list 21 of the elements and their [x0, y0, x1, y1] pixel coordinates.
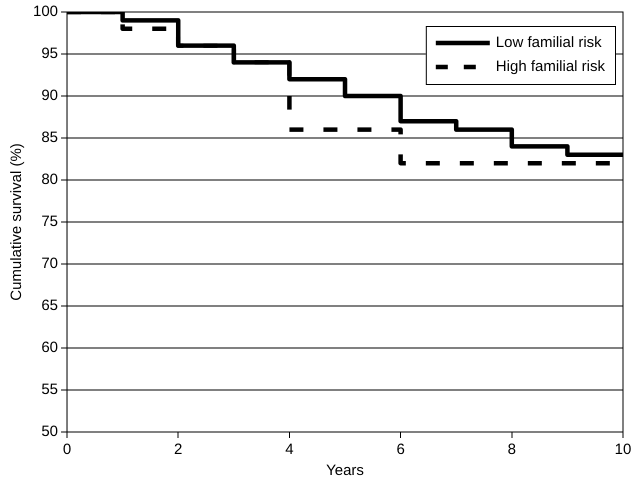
y-tick-label: 100: [32, 3, 58, 20]
legend-label: High familial risk: [496, 58, 606, 76]
y-tick-label: 90: [41, 87, 58, 104]
x-tick-label: 6: [396, 441, 405, 458]
y-tick-label: 55: [41, 381, 58, 398]
y-tick-label: 60: [41, 339, 58, 356]
y-axis-title: Cumulative survival (%): [8, 143, 26, 301]
x-tick-label: 8: [508, 441, 516, 458]
y-tick-label: 85: [41, 129, 58, 146]
x-tick-label: 10: [614, 441, 632, 458]
legend-label: Low familial risk: [496, 34, 602, 52]
y-tick-label: 50: [41, 423, 58, 440]
y-tick-label: 95: [41, 45, 58, 62]
x-axis-title: Years: [326, 462, 364, 480]
x-tick-label: 2: [174, 441, 182, 458]
y-tick-label: 80: [41, 171, 58, 188]
y-tick-label: 65: [41, 297, 58, 314]
x-tick-label: 4: [285, 441, 294, 458]
y-tick-label: 70: [41, 255, 58, 272]
x-tick-label: 0: [62, 441, 72, 458]
y-tick-label: 75: [41, 213, 58, 230]
